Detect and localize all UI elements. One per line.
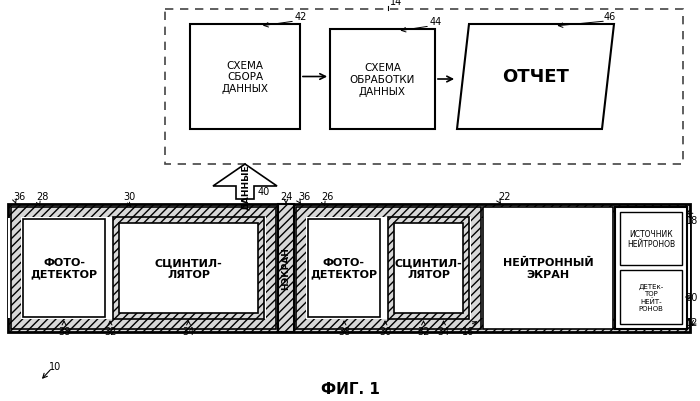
Text: 18: 18 (686, 215, 698, 225)
Text: 20: 20 (685, 292, 698, 302)
Bar (615, 207, 687, 329)
Bar (388, 217, 469, 319)
Text: НЭКРАН: НЭКРАН (281, 247, 290, 290)
Text: СЦИНТИЛ-
ЛЯТОР: СЦИНТИЛ- ЛЯТОР (395, 257, 463, 279)
Text: 30: 30 (379, 326, 391, 336)
Polygon shape (457, 25, 614, 130)
Bar (21, 217, 266, 319)
Bar (11, 207, 276, 329)
Text: ДАННЫЕ: ДАННЫЕ (241, 164, 249, 210)
Text: 10: 10 (49, 361, 61, 371)
Text: 30: 30 (123, 192, 136, 201)
Text: ФИГ. 1: ФИГ. 1 (321, 381, 379, 397)
Text: ДЕТЕк-
ТОР
НЕЙТ-
РОНОВ: ДЕТЕк- ТОР НЕЙТ- РОНОВ (638, 283, 664, 311)
Bar (23, 219, 105, 317)
Text: 38: 38 (58, 326, 70, 336)
Text: 28: 28 (36, 192, 48, 201)
Polygon shape (213, 164, 277, 200)
Bar (8, 205, 690, 332)
Bar (296, 207, 481, 329)
Text: 46: 46 (604, 12, 616, 22)
Text: ФОТО-
ДЕТЕКТОР: ФОТО- ДЕТЕКТОР (310, 257, 377, 279)
Text: 14: 14 (390, 0, 402, 7)
Text: 34: 34 (438, 326, 449, 336)
Bar (278, 205, 294, 332)
Text: 44: 44 (430, 17, 442, 27)
Text: 38: 38 (338, 326, 350, 336)
Bar (113, 217, 264, 319)
Text: 34: 34 (183, 326, 195, 336)
Text: СЦИНТИЛ-
ЛЯТОР: СЦИНТИЛ- ЛЯТОР (155, 257, 223, 279)
Bar (483, 207, 613, 329)
Text: 32: 32 (104, 326, 116, 336)
Text: 36: 36 (13, 192, 25, 201)
Text: ОТЧЕТ: ОТЧЕТ (502, 68, 569, 86)
Bar (330, 30, 435, 130)
Bar (119, 223, 258, 313)
Text: СХЕМА
ОБРАБОТКИ
ДАННЫХ: СХЕМА ОБРАБОТКИ ДАННЫХ (350, 63, 415, 96)
Bar (394, 223, 463, 313)
Text: 26: 26 (321, 192, 333, 201)
Text: 22: 22 (498, 192, 510, 201)
Text: НЕЙТРОННЫЙ
ЭКРАН: НЕЙТРОННЫЙ ЭКРАН (503, 257, 594, 279)
Bar (190, 25, 300, 130)
Text: ИСТОЧНИК
НЕЙТРОНОВ: ИСТОЧНИК НЕЙТРОНОВ (627, 229, 675, 249)
Text: 24: 24 (280, 192, 292, 201)
Text: 12: 12 (685, 317, 698, 327)
Text: 40: 40 (258, 186, 270, 196)
Bar (620, 213, 682, 265)
Bar (308, 219, 380, 317)
Text: СХЕМА
СБОРА
ДАННЫХ: СХЕМА СБОРА ДАННЫХ (221, 61, 269, 94)
Bar (620, 270, 682, 324)
Text: 42: 42 (295, 12, 307, 22)
Bar (306, 217, 471, 319)
Text: 36: 36 (298, 192, 310, 201)
Text: 32: 32 (417, 326, 430, 336)
Bar (165, 10, 683, 164)
Text: ФОТО-
ДЕТЕКТОР: ФОТО- ДЕТЕКТОР (30, 257, 97, 279)
Text: 16: 16 (462, 326, 474, 336)
Bar (8, 219, 690, 318)
